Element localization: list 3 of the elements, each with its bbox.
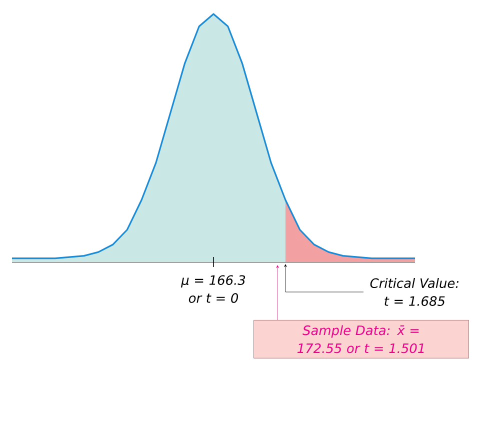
text: μ = 166.3 or t = 0: [180, 275, 246, 303]
text: Sample Data: x̄ = 172.55 or t = 1.501: [297, 325, 424, 354]
text: Critical Value: t = 1.685: [370, 278, 458, 306]
